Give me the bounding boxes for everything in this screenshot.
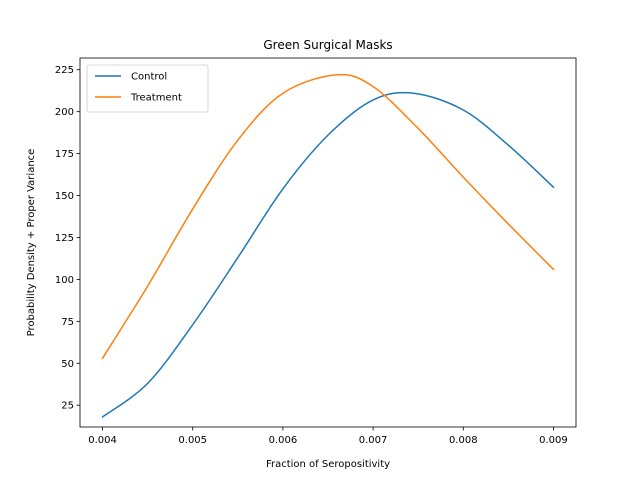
x-tick-label: 0.007: [359, 435, 388, 446]
y-tick-label: 175: [55, 149, 74, 160]
x-tick-label: 0.004: [88, 435, 117, 446]
x-tick-label: 0.006: [269, 435, 298, 446]
y-tick-label: 100: [55, 275, 74, 286]
legend-label-control: Control: [131, 72, 167, 83]
legend-label-treatment: Treatment: [130, 93, 182, 104]
series-line-treatment: [101, 73, 555, 360]
chart-title: Green Surgical Masks: [263, 38, 392, 52]
x-tick-label: 0.008: [449, 435, 478, 446]
series-layer: [101, 73, 555, 418]
y-tick-label: 200: [55, 107, 74, 118]
axes-frame: [79, 57, 577, 428]
axis-ticks: 0.004 0.005 0.006 0.007 0.008 0.009 25 50 75 100 1…: [55, 65, 568, 446]
y-axis-label: Probability Density + Proper Variance: [26, 149, 37, 337]
x-axis-label: Fraction of Seropositivity: [266, 459, 390, 470]
y-tick-label: 150: [55, 191, 74, 202]
x-tick-label: 0.009: [539, 435, 568, 446]
legend: Control Treatment: [86, 64, 209, 113]
y-tick-label: 225: [55, 65, 74, 76]
series-line-control: [101, 91, 555, 418]
y-tick-label: 125: [55, 233, 74, 244]
y-tick-label: 25: [61, 401, 74, 412]
x-tick-label: 0.005: [178, 435, 207, 446]
y-tick-label: 50: [61, 359, 74, 370]
y-tick-label: 75: [61, 317, 74, 328]
